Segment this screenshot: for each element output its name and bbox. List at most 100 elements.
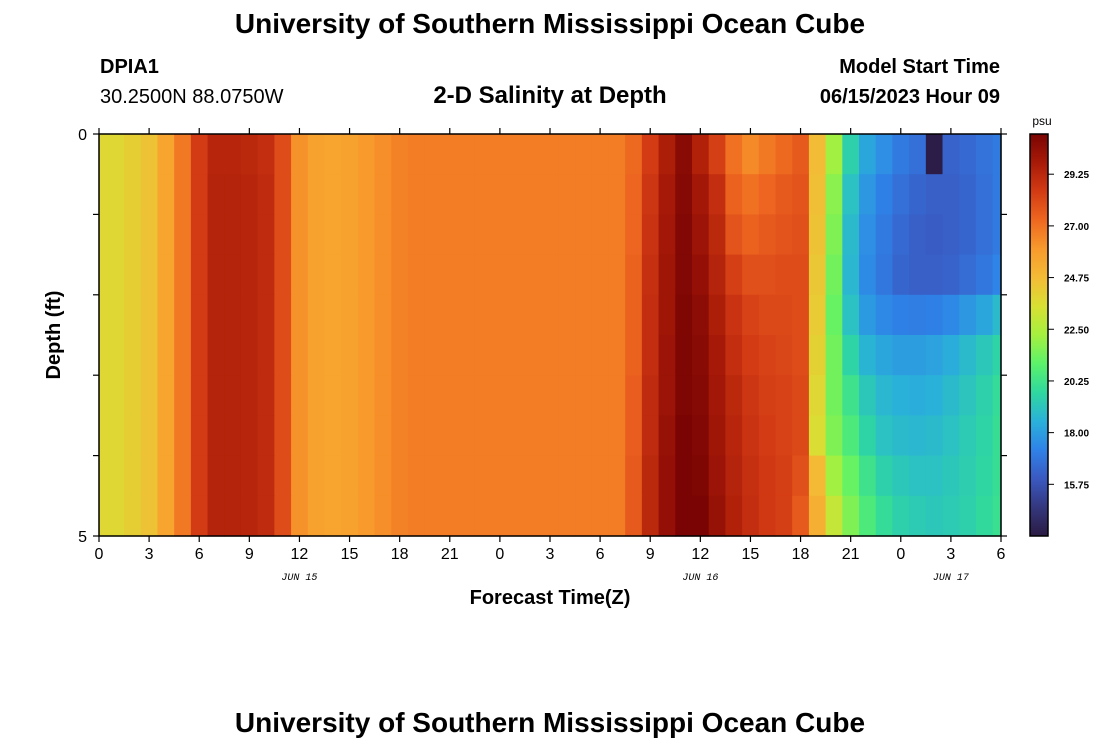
heatmap-cell (491, 294, 509, 336)
heatmap-cell (842, 214, 860, 256)
heatmap-cell (825, 455, 843, 497)
heatmap-cell (474, 174, 493, 215)
heatmap-cell (107, 415, 125, 457)
heatmap-cell (942, 214, 960, 256)
heatmap-cell (491, 375, 509, 416)
heatmap-cell (391, 415, 409, 457)
heatmap-cell (424, 335, 443, 376)
heatmap-cell (641, 214, 660, 256)
y-tick-label: 5 (78, 529, 87, 546)
heatmap-cell (942, 335, 960, 376)
heatmap-cell (391, 214, 409, 256)
heatmap-cell (625, 294, 643, 336)
heatmap-cell (140, 415, 159, 457)
heatmap-cell (825, 254, 843, 296)
heatmap-cell (575, 134, 593, 175)
heatmap-cell (491, 134, 509, 175)
heatmap-cell (508, 415, 526, 457)
x-tick-label: 0 (95, 546, 104, 563)
heatmap-cell (608, 174, 626, 215)
heatmap-cell (324, 134, 342, 175)
heatmap-cell (107, 495, 125, 537)
heatmap-cell (124, 495, 142, 537)
heatmap-cell (808, 415, 827, 457)
heatmap-cell (859, 415, 877, 457)
heatmap-cell (558, 294, 576, 336)
heatmap-cell (842, 134, 860, 175)
heatmap-cell (909, 495, 927, 537)
heatmap-cell (240, 214, 259, 256)
heatmap-cell (441, 174, 459, 215)
heatmap-cell (341, 375, 359, 416)
heatmap-cell (307, 415, 326, 457)
heatmap-cell (808, 294, 827, 336)
heatmap-cell (975, 495, 994, 537)
heatmap-cell (641, 174, 660, 215)
heatmap-cell (524, 174, 543, 215)
heatmap-cell (708, 134, 726, 175)
heatmap-cell (975, 335, 994, 376)
heatmap-cell (291, 455, 309, 497)
heatmap-cell (641, 134, 660, 175)
heatmap-cell (341, 254, 359, 296)
heatmap-cell (508, 254, 526, 296)
heatmap-cell (524, 214, 543, 256)
heatmap-cell (691, 455, 710, 497)
heatmap-cell (291, 214, 309, 256)
heatmap-cell (524, 455, 543, 497)
heatmap-cell (307, 495, 326, 537)
heatmap-cell (190, 415, 209, 457)
heatmap-cell (391, 254, 409, 296)
x-tick-label: 6 (596, 546, 605, 563)
heatmap-cell (775, 375, 793, 416)
heatmap-cell (658, 455, 676, 497)
heatmap-cell (274, 495, 292, 537)
heatmap-cell (424, 214, 443, 256)
heatmap-cell (324, 214, 342, 256)
heatmap-cell (508, 495, 526, 537)
heatmap-cell (491, 415, 509, 457)
heatmap-cell (975, 254, 994, 296)
heatmap-cell (742, 134, 760, 175)
heatmap-cell (658, 495, 676, 537)
heatmap-cell (207, 134, 225, 175)
heatmap-cell (291, 134, 309, 175)
heatmap-cell (792, 335, 810, 376)
heatmap-cell (575, 495, 593, 537)
heatmap-cell (625, 375, 643, 416)
heatmap-cell (99, 134, 108, 175)
heatmap-cell (541, 254, 559, 296)
heatmap-cell (675, 254, 693, 296)
heatmap-cell (157, 134, 175, 175)
heatmap-cell (992, 134, 1002, 175)
heatmap-cell (725, 134, 743, 175)
x-tick-label: 18 (792, 546, 810, 563)
heatmap-cell (575, 254, 593, 296)
y-axis-label: Depth (ft) (43, 291, 65, 380)
heatmap-cell (742, 294, 760, 336)
heatmap-cell (174, 375, 192, 416)
heatmap-cell (124, 294, 142, 336)
heatmap-cell (391, 455, 409, 497)
heatmap-cell (541, 174, 559, 215)
colorbar-tick-label: 20.25 (1064, 377, 1089, 388)
heatmap-cell (274, 254, 292, 296)
heatmap-cell (107, 455, 125, 497)
heatmap-cell (474, 415, 493, 457)
heatmap-cell (424, 134, 443, 175)
heatmap-cell (708, 335, 726, 376)
heatmap-cell (541, 415, 559, 457)
heatmap-cell (925, 294, 944, 336)
heatmap-cell (758, 254, 777, 296)
station-id: DPIA1 (100, 56, 159, 78)
heatmap-cell (959, 415, 977, 457)
heatmap-cell (575, 375, 593, 416)
heatmap-cell (207, 415, 225, 457)
heatmap-cell (725, 174, 743, 215)
x-axis-label: Forecast Time(Z) (470, 587, 631, 609)
heatmap-cell (424, 254, 443, 296)
heatmap-cell (875, 375, 894, 416)
heatmap-cell (224, 375, 242, 416)
heatmap-cell (558, 134, 576, 175)
heatmap-cell (474, 254, 493, 296)
